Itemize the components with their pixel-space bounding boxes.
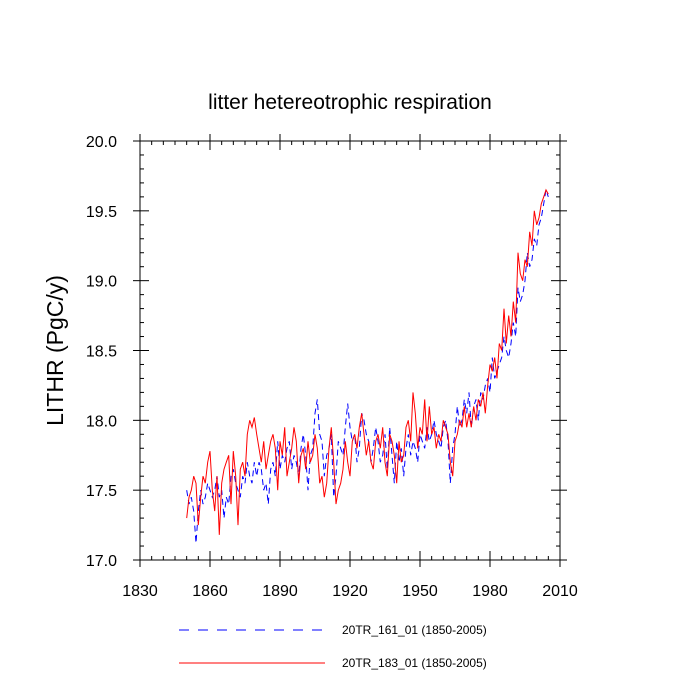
y-tick-label: 18.0 [86,413,117,430]
y-tick-label: 17.0 [86,553,117,570]
x-tick-label: 1980 [472,583,508,600]
y-tick-label: 20.0 [86,134,117,151]
x-tick-label: 1920 [332,583,368,600]
plot-frame [139,140,561,561]
legend-label-1: 20TR_161_01 (1850-2005) [342,623,487,637]
x-tick-label: 1890 [262,583,298,600]
series-lines [186,188,549,544]
chart-title: litter hetereotrophic respiration [208,91,492,114]
x-tick-label: 2010 [542,583,578,600]
axis-tick-labels: 1830 1860 1890 1920 1950 1980 2010 17.0 17.5 18.0… [86,134,578,600]
y-tick-label: 18.5 [86,344,117,361]
legend-label-2: 20TR_183_01 (1850-2005) [342,656,487,670]
legend: 20TR_161_01 (1850-2005) 20TR_183_01 (1850… [179,623,487,670]
series-line-2 [186,188,549,535]
x-tick-label: 1950 [402,583,438,600]
y-tick-label: 19.0 [86,274,117,291]
x-tick-label: 1830 [122,583,158,600]
y-axis-label: LITHR (PgC/y) [42,275,68,426]
y-tick-label: 19.5 [86,204,117,221]
y-tick-label: 17.5 [86,483,117,500]
axis-ticks [133,134,567,567]
series-line-1 [186,189,549,544]
x-tick-label: 1860 [192,583,228,600]
